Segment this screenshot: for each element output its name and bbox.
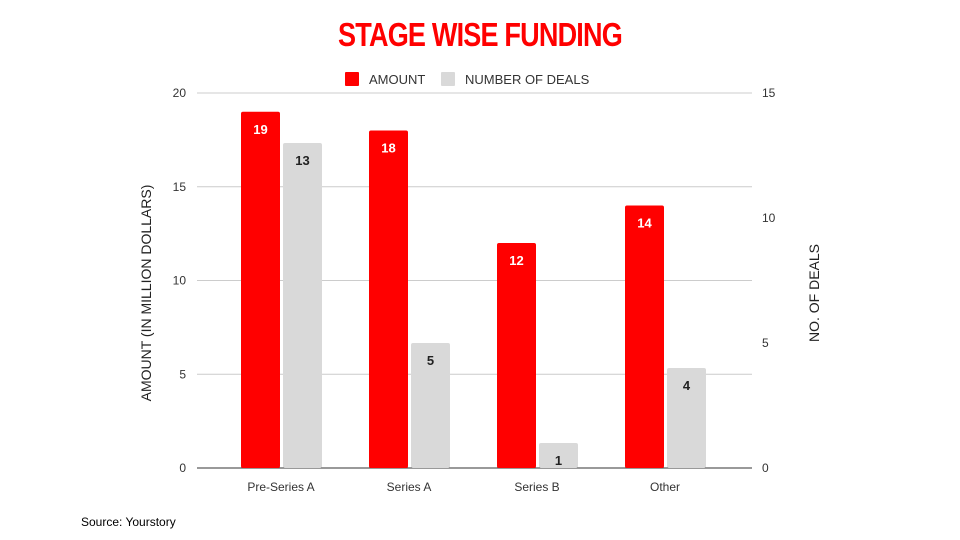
data-label: 18 bbox=[381, 141, 395, 156]
legend-label: AMOUNT bbox=[369, 72, 425, 87]
legend-swatch bbox=[441, 72, 455, 86]
data-label: 5 bbox=[427, 353, 434, 368]
data-label: 13 bbox=[295, 153, 309, 168]
y-right-axis-label: NO. OF DEALS bbox=[806, 244, 822, 342]
y-axis-label: AMOUNT (IN MILLION DOLLARS) bbox=[138, 185, 154, 402]
y-tick-label: 5 bbox=[179, 367, 186, 381]
bar-amount bbox=[241, 111, 280, 468]
bar-deals bbox=[539, 443, 578, 468]
data-label: 4 bbox=[683, 378, 691, 393]
legend-swatch bbox=[345, 72, 359, 86]
x-tick-label: Series A bbox=[387, 480, 432, 494]
y-tick-label: 10 bbox=[173, 274, 187, 288]
bar-amount bbox=[625, 205, 664, 468]
bar-deals bbox=[283, 143, 322, 468]
data-label: 19 bbox=[253, 122, 267, 137]
source-note: Source: Yourstory bbox=[81, 515, 176, 529]
y-tick-label: 20 bbox=[173, 86, 187, 100]
x-tick-label: Series B bbox=[514, 480, 559, 494]
bar-amount bbox=[497, 243, 536, 468]
data-label: 1 bbox=[555, 453, 562, 468]
y-right-tick-label: 0 bbox=[762, 461, 769, 475]
y-right-tick-label: 5 bbox=[762, 336, 769, 350]
data-label: 12 bbox=[509, 253, 523, 268]
bar-amount bbox=[369, 130, 408, 468]
bar-deals bbox=[667, 368, 706, 468]
x-tick-label: Other bbox=[650, 480, 680, 494]
y-right-tick-label: 10 bbox=[762, 211, 776, 225]
y-tick-label: 0 bbox=[179, 461, 186, 475]
data-label: 14 bbox=[637, 216, 652, 231]
x-tick-label: Pre-Series A bbox=[247, 480, 314, 494]
chart-title: STAGE WISE FUNDING bbox=[338, 16, 623, 53]
legend-label: NUMBER OF DEALS bbox=[465, 72, 590, 87]
bar-deals bbox=[411, 343, 450, 468]
y-right-tick-label: 15 bbox=[762, 86, 776, 100]
y-tick-label: 15 bbox=[173, 180, 187, 194]
